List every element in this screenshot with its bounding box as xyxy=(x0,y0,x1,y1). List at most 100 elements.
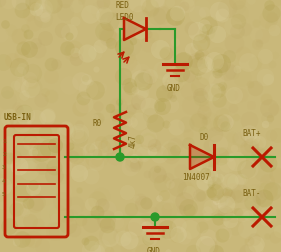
Point xyxy=(106,233,110,237)
Point xyxy=(116,105,121,109)
Point xyxy=(265,234,269,238)
Point xyxy=(228,218,232,223)
Point xyxy=(257,195,262,199)
Point xyxy=(43,130,47,134)
Point xyxy=(228,179,232,183)
Point xyxy=(128,165,132,169)
Point xyxy=(154,167,159,171)
Point xyxy=(142,74,146,78)
Text: BAT+: BAT+ xyxy=(242,129,260,137)
Point xyxy=(46,3,51,7)
Point xyxy=(213,133,217,137)
Point xyxy=(251,246,256,250)
Point xyxy=(130,67,134,71)
Point xyxy=(89,247,93,251)
Point xyxy=(266,211,270,215)
Point xyxy=(34,117,38,121)
Point xyxy=(255,43,260,47)
Point xyxy=(267,4,272,8)
Point xyxy=(259,35,264,39)
Point xyxy=(30,72,35,76)
Point xyxy=(186,141,191,145)
Point xyxy=(15,106,20,110)
Point xyxy=(103,113,108,117)
Point xyxy=(222,209,226,213)
Point xyxy=(0,34,3,38)
Point xyxy=(74,131,79,135)
Point xyxy=(205,210,209,214)
Point xyxy=(140,93,144,97)
Point xyxy=(187,75,191,79)
Point xyxy=(104,217,108,221)
Point xyxy=(213,190,217,194)
Point xyxy=(13,160,17,164)
Point xyxy=(0,0,3,4)
Point xyxy=(166,176,171,180)
Point xyxy=(160,82,165,86)
Point xyxy=(64,213,69,217)
Point xyxy=(194,49,198,53)
Point xyxy=(263,76,268,80)
Point xyxy=(89,241,94,245)
Point xyxy=(122,105,127,109)
Point xyxy=(19,9,24,13)
Point xyxy=(260,193,264,197)
Point xyxy=(28,138,33,142)
Text: 1N4007: 1N4007 xyxy=(182,172,210,181)
Point xyxy=(186,132,190,136)
Point xyxy=(77,188,81,192)
Point xyxy=(120,74,125,78)
Point xyxy=(97,156,101,160)
Point xyxy=(79,218,83,223)
Point xyxy=(266,162,271,166)
Point xyxy=(56,213,60,217)
Point xyxy=(201,130,206,134)
Point xyxy=(223,122,227,126)
Point xyxy=(16,120,21,124)
Point xyxy=(47,146,51,150)
Point xyxy=(250,136,254,140)
Text: GND: GND xyxy=(167,84,181,93)
Point xyxy=(32,21,37,25)
Point xyxy=(127,152,132,156)
Point xyxy=(261,190,266,194)
Point xyxy=(110,38,114,42)
Point xyxy=(128,45,133,49)
Point xyxy=(168,78,172,82)
Point xyxy=(89,175,94,179)
Text: 5: 5 xyxy=(2,191,6,196)
Point xyxy=(78,107,82,111)
Point xyxy=(139,72,143,76)
Point xyxy=(84,78,88,82)
Point xyxy=(183,188,188,192)
Point xyxy=(89,222,93,226)
Point xyxy=(231,93,236,98)
Point xyxy=(10,59,14,63)
Point xyxy=(135,2,139,6)
Point xyxy=(62,165,67,169)
Point xyxy=(49,75,54,79)
Point xyxy=(21,112,26,116)
Point xyxy=(33,8,38,12)
Point xyxy=(166,203,170,207)
Point xyxy=(52,173,56,177)
Point xyxy=(88,81,92,85)
Point xyxy=(151,145,155,149)
Point xyxy=(124,55,128,59)
Point xyxy=(66,130,71,134)
Point xyxy=(18,83,23,87)
Point xyxy=(124,191,129,195)
Point xyxy=(245,227,249,231)
Point xyxy=(189,104,193,108)
Point xyxy=(74,166,79,170)
Point xyxy=(148,236,152,240)
Point xyxy=(131,156,136,160)
Text: USB-IN: USB-IN xyxy=(4,113,32,121)
Point xyxy=(48,94,53,99)
Point xyxy=(76,151,80,155)
Point xyxy=(72,51,77,55)
Point xyxy=(65,46,69,50)
Point xyxy=(63,129,67,133)
Point xyxy=(77,131,81,135)
Point xyxy=(207,144,212,148)
